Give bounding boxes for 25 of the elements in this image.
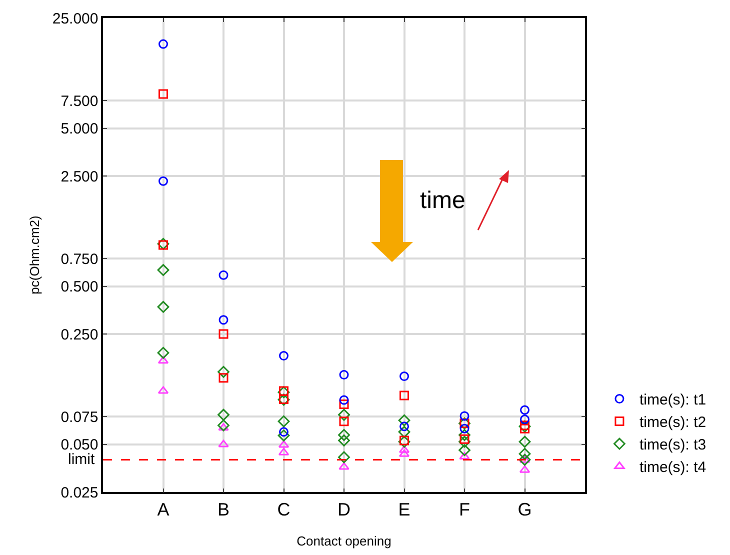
x-tick-label: B xyxy=(217,499,230,520)
legend-label: time(s): t3 xyxy=(639,436,706,454)
y-tick-label: 0.075 xyxy=(60,408,98,426)
ref-line-label: limit xyxy=(68,451,96,468)
y-tick-label: 0.025 xyxy=(60,484,98,502)
x-tick-label: A xyxy=(157,499,170,520)
y-tick-label: 0.250 xyxy=(60,326,98,344)
y-tick-label: 5.000 xyxy=(60,120,98,138)
x-tick-label: E xyxy=(398,499,410,520)
y-tick-label: 25.000 xyxy=(52,10,98,28)
y-axis-title: pc(Ohm.cm2) xyxy=(26,216,42,294)
annotation: time xyxy=(420,187,466,214)
y-tick-label: 2.500 xyxy=(60,168,98,186)
y-tick-label: 0.750 xyxy=(60,250,98,268)
legend-label: time(s): t1 xyxy=(639,392,706,409)
y-tick-label: 0.500 xyxy=(60,278,98,296)
x-tick-label: F xyxy=(459,499,470,520)
legend-label: time(s): t4 xyxy=(639,459,706,476)
y-tick-label: 7.500 xyxy=(60,92,98,110)
x-axis-title: Contact opening xyxy=(296,533,392,548)
x-tick-label: C xyxy=(277,499,290,520)
y-tick-label: 0.050 xyxy=(60,436,98,454)
legend-label: time(s): t2 xyxy=(639,414,706,432)
x-tick-label: G xyxy=(518,499,532,520)
x-tick-label: D xyxy=(338,499,350,520)
